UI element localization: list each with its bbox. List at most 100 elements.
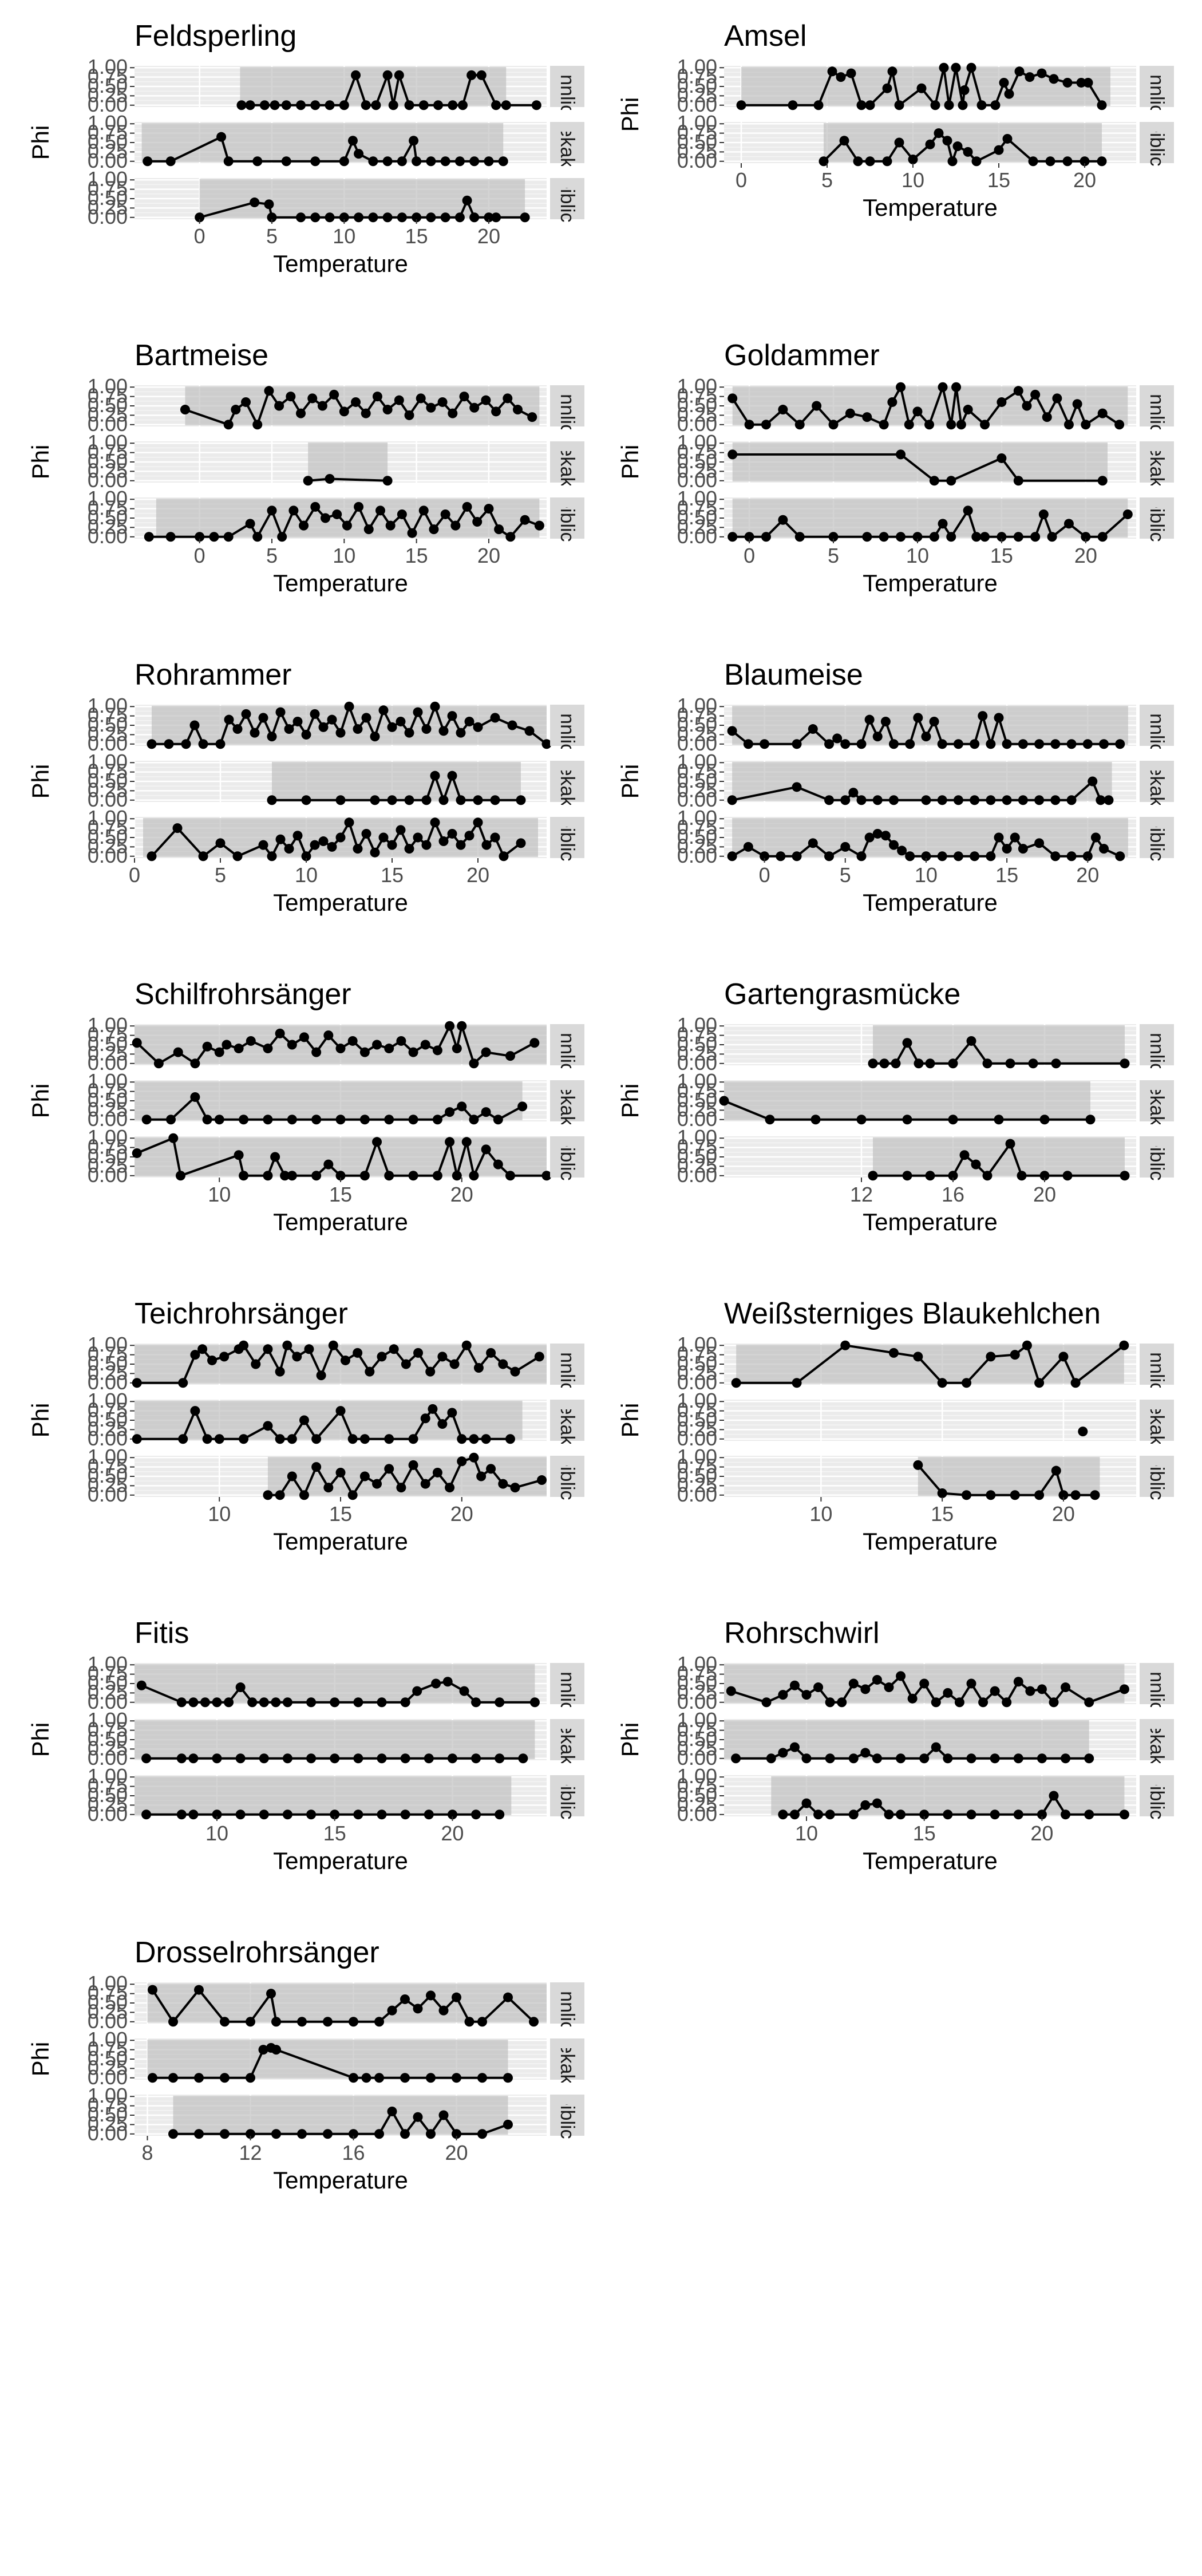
y-tick-label: 1.00 — [88, 1333, 128, 1356]
data-point — [212, 1697, 222, 1708]
data-point — [438, 726, 449, 736]
data-point — [1005, 1058, 1015, 1069]
facet-1: 0.000.250.500.751.00 männlich — [88, 374, 584, 436]
data-point — [418, 100, 429, 110]
data-point — [966, 62, 976, 73]
data-point — [246, 2129, 255, 2139]
data-point — [1050, 739, 1061, 749]
data-point — [839, 136, 849, 146]
data-point — [1025, 72, 1035, 82]
data-point — [292, 1352, 302, 1362]
data-point — [1096, 795, 1106, 805]
y-tick-label: 1.00 — [88, 1125, 128, 1149]
y-tick-label: 1.00 — [88, 1389, 128, 1412]
data-point — [454, 212, 465, 223]
data-point — [147, 851, 157, 862]
confidence-ribbon — [732, 499, 1128, 538]
data-point — [887, 66, 897, 77]
data-point — [1081, 532, 1091, 542]
data-point — [250, 197, 260, 208]
y-tick-label: 1.00 — [677, 374, 717, 398]
data-point — [505, 1434, 515, 1444]
data-point — [172, 823, 183, 833]
data-point — [1115, 851, 1125, 862]
facet-strip-label: weiblich — [556, 1441, 578, 1511]
data-point — [432, 1467, 442, 1477]
y-tick-label: 0.00 — [88, 732, 128, 755]
data-point — [428, 1404, 438, 1414]
x-tick-label: 10 — [915, 863, 938, 887]
data-point — [501, 100, 511, 110]
data-point — [534, 1352, 544, 1362]
data-point — [719, 1096, 729, 1106]
data-point — [534, 520, 544, 531]
data-point — [905, 739, 915, 749]
data-point — [259, 100, 270, 110]
data-point — [329, 389, 339, 400]
y-tick-label: 0.75 — [88, 1023, 128, 1046]
y-tick-label: 0.50 — [677, 1408, 717, 1431]
data-point — [934, 128, 944, 139]
data-point — [212, 1753, 222, 1764]
x-tick-label: 15 — [381, 863, 404, 887]
y-tick-label: 0.25 — [677, 1041, 717, 1065]
data-point — [731, 1753, 741, 1764]
data-point — [744, 420, 754, 430]
x-tick-label: 10 — [902, 168, 924, 192]
data-point — [921, 851, 931, 862]
y-tick-label: 0.00 — [88, 1370, 128, 1394]
data-point — [1090, 832, 1101, 843]
facet-2: 0.000.250.500.751.00 Spekakel — [88, 750, 584, 811]
y-tick-label: 0.75 — [88, 1718, 128, 1741]
data-point — [813, 1809, 824, 1820]
data-point — [335, 795, 346, 805]
data-point — [215, 838, 226, 848]
data-point — [761, 420, 771, 430]
data-point — [408, 1171, 418, 1181]
y-tick-label: 1.00 — [88, 2028, 128, 2051]
data-point — [214, 1434, 224, 1444]
facet-strip-label: weiblich — [1146, 1761, 1168, 1831]
x-tick-label: 15 — [987, 168, 1010, 192]
x-tick-label: 12 — [239, 2141, 262, 2164]
data-point — [529, 1697, 540, 1708]
data-point — [202, 1434, 212, 1444]
data-point — [727, 726, 737, 736]
data-point — [370, 732, 380, 742]
data-point — [1037, 1684, 1047, 1694]
data-point — [267, 795, 277, 805]
data-point — [913, 713, 923, 723]
y-tick-label: 0.00 — [677, 412, 717, 436]
data-point — [377, 1697, 387, 1708]
data-point — [1014, 66, 1025, 77]
data-point — [396, 1483, 406, 1493]
data-point — [349, 2129, 358, 2139]
data-point — [912, 532, 923, 542]
data-point — [1062, 156, 1073, 167]
confidence-ribbon — [135, 1401, 523, 1440]
y-tick-label: 0.00 — [88, 412, 128, 436]
data-point — [813, 1682, 824, 1693]
y-axis-label: Phi — [616, 97, 643, 132]
facet-strip-label: männlich — [1146, 1645, 1168, 1722]
data-point — [212, 1809, 222, 1820]
data-point — [840, 1340, 851, 1350]
data-point — [287, 1171, 297, 1181]
data-point — [1004, 89, 1014, 99]
data-point — [332, 509, 342, 519]
data-point — [176, 1809, 187, 1820]
data-point — [1070, 1490, 1081, 1500]
y-tick-label: 0.00 — [677, 1163, 717, 1187]
data-point — [194, 1985, 204, 1995]
data-point — [484, 504, 494, 514]
y-tick-label: 0.00 — [88, 788, 128, 811]
facet-2: 0.000.250.500.751.00 weiblich — [677, 111, 1174, 172]
x-axis-label: Temperature — [863, 194, 998, 221]
y-tick-label: 0.50 — [677, 1032, 717, 1056]
data-point — [190, 1350, 200, 1360]
data-point — [994, 832, 1004, 843]
data-point — [1050, 851, 1061, 862]
data-point — [896, 1809, 906, 1820]
chart-title: Drosselrohrsänger — [135, 1936, 379, 1969]
data-point — [330, 1753, 340, 1764]
